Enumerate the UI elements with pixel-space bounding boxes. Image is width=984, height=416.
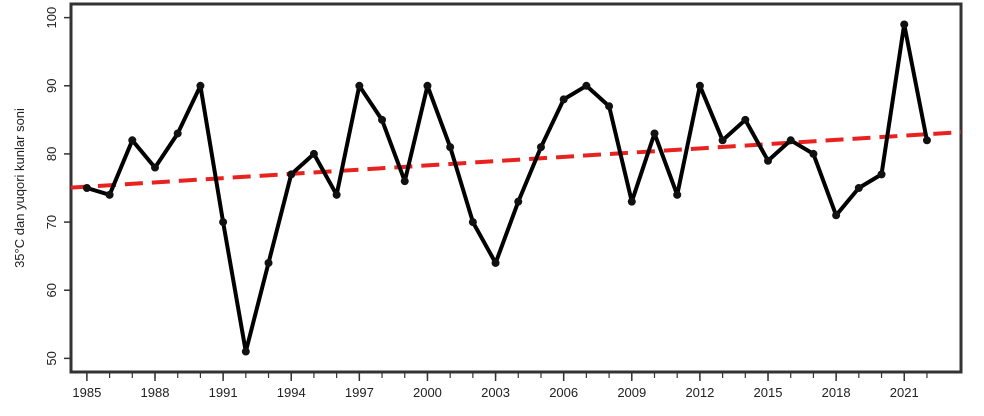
data-point	[718, 136, 727, 145]
y-tick-label: 50	[44, 351, 59, 365]
data-point	[900, 20, 909, 29]
data-point	[82, 184, 91, 192]
x-tick-label: 2006	[549, 385, 578, 400]
x-tick-label: 2015	[754, 385, 783, 400]
data-point	[605, 102, 614, 111]
data-point	[854, 184, 863, 192]
data-point	[423, 81, 432, 90]
data-point	[627, 197, 636, 206]
x-tick-label: 2018	[822, 385, 851, 400]
plot-frame	[69, 2, 963, 374]
x-tick-label: 2009	[617, 385, 646, 400]
x-tick-label: 1994	[277, 385, 306, 400]
data-point	[151, 163, 160, 172]
data-point	[309, 149, 318, 158]
y-tick-label: 80	[44, 147, 59, 161]
data-point	[128, 136, 137, 145]
data-point	[196, 81, 205, 90]
data-point	[764, 156, 773, 165]
data-point	[695, 81, 704, 90]
x-axis: 1985 1988 1991 1994 1997 2000 2003 2006 2009 2012…	[72, 372, 928, 400]
x-tick-label: 1988	[141, 385, 170, 400]
data-point	[809, 149, 818, 158]
data-point	[741, 115, 750, 124]
y-axis: 50 60 70 80 90 100	[44, 7, 71, 366]
data-point	[559, 95, 568, 104]
data-point	[514, 197, 523, 206]
y-tick-label: 60	[44, 283, 59, 297]
data-point	[491, 258, 500, 267]
data-point	[446, 143, 455, 152]
data-point	[173, 129, 182, 138]
x-tick-label: 1997	[345, 385, 374, 400]
x-tick-label: 1991	[209, 385, 238, 400]
y-axis-label: 35°C dan yuqori kunlar soni	[12, 108, 27, 268]
data-point	[922, 136, 931, 145]
data-point	[536, 143, 545, 152]
data-point	[650, 129, 659, 138]
series-line	[86, 22, 929, 354]
data-point	[673, 190, 682, 199]
y-tick-label: 100	[44, 7, 59, 29]
data-point	[105, 190, 114, 199]
data-point	[355, 81, 364, 90]
data-point	[786, 136, 795, 145]
data-point	[400, 177, 409, 186]
x-tick-label: 2012	[685, 385, 714, 400]
data-point	[877, 170, 886, 179]
data-point	[264, 258, 273, 267]
data-points	[82, 20, 931, 356]
data-point	[332, 190, 341, 199]
data-point	[832, 211, 841, 220]
data-point	[582, 81, 591, 90]
x-tick-label: 2003	[481, 385, 510, 400]
x-tick-label: 1985	[72, 385, 101, 400]
y-tick-label: 70	[44, 215, 59, 229]
x-tick-label: 2021	[890, 385, 919, 400]
y-tick-label: 90	[44, 79, 59, 93]
data-point	[219, 218, 228, 227]
x-tick-label: 2000	[413, 385, 442, 400]
data-point	[468, 218, 477, 227]
data-point	[378, 115, 387, 124]
data-point	[287, 170, 296, 179]
data-point	[241, 347, 250, 356]
trend-line	[70, 130, 962, 190]
